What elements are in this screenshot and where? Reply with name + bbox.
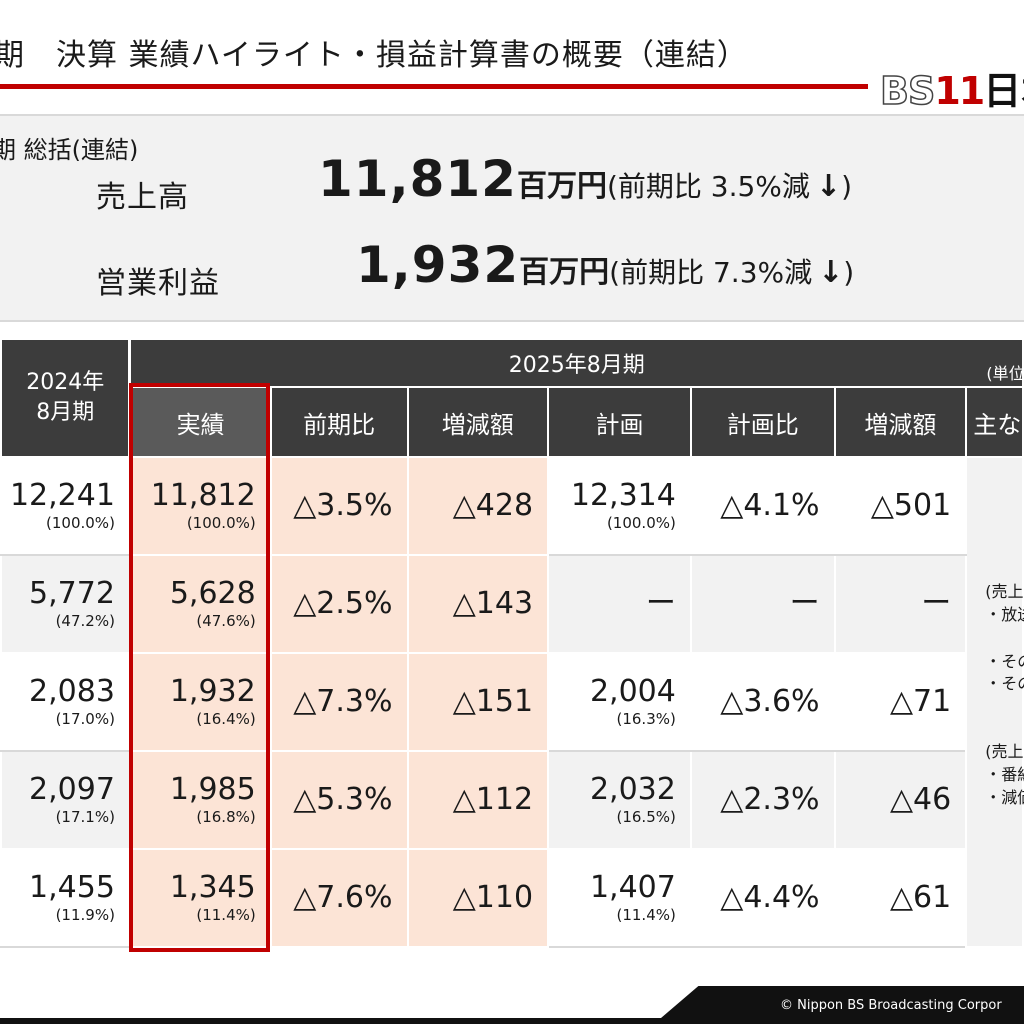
plan-diff-cell: ー bbox=[833, 554, 968, 654]
sales-figure: 11,812百万円(前期比 3.5%減 ↓) bbox=[318, 150, 852, 208]
prev-cell: 12,241 (100.0%) bbox=[0, 456, 131, 556]
bs11-logo: BS11日本 bbox=[879, 60, 1024, 114]
plan-cell: 12,314 (100.0%) bbox=[547, 456, 692, 556]
plan-diff-cell: △46 bbox=[833, 750, 968, 850]
summary-heading: 期 総括(連結) bbox=[0, 136, 139, 164]
operating-profit-value: 1,932 bbox=[356, 236, 520, 294]
table-row: 2,097 (17.1%) 1,985 (16.8%) △5.3% △112 2,0… bbox=[0, 750, 1023, 850]
logo-bs: BS bbox=[879, 68, 936, 114]
plan-ratio-cell: △3.6% bbox=[689, 652, 836, 752]
footer-shape bbox=[654, 986, 1024, 1024]
sales-close: ) bbox=[841, 170, 852, 203]
plan-cell: 2,032 (16.5%) bbox=[547, 750, 692, 850]
col-plan: 計画 bbox=[547, 386, 692, 458]
title-rule bbox=[0, 84, 868, 89]
yoy-cell: △3.5% bbox=[269, 456, 409, 556]
down-arrow-icon: ↓ bbox=[818, 255, 844, 290]
plan-ratio-cell: ー bbox=[689, 554, 836, 654]
col-notes: 主な bbox=[965, 386, 1024, 458]
plan-diff-cell: △71 bbox=[833, 652, 968, 752]
sales-unit: 百万円 bbox=[516, 169, 607, 204]
plan-diff-cell: △501 bbox=[833, 456, 968, 556]
note-line: ・番組 bbox=[985, 765, 1024, 784]
plan-ratio-cell: △2.3% bbox=[689, 750, 836, 850]
note-line: ・その bbox=[985, 652, 1024, 671]
actual-cell: 5,628 (47.6%) bbox=[128, 554, 272, 654]
summary-panel: 期 総括(連結) 売上高 11,812百万円(前期比 3.5%減 ↓) 営業利益 … bbox=[0, 114, 1024, 322]
yoy-cell: △5.3% bbox=[269, 750, 409, 850]
table-row: 2,083 (17.0%) 1,932 (16.4%) △7.3% △151 2,0… bbox=[0, 652, 1023, 752]
operating-profit-unit: 百万円 bbox=[519, 255, 610, 290]
logo-rest: 日本 bbox=[983, 69, 1024, 113]
operating-profit-comparison: (前期比 7.3%減 bbox=[609, 256, 813, 289]
prev-cell: 5,772 (47.2%) bbox=[0, 554, 131, 654]
actual-cell: 1,345 (11.4%) bbox=[128, 848, 272, 948]
diff-cell: △428 bbox=[406, 456, 550, 556]
prev-cell: 2,097 (17.1%) bbox=[0, 750, 131, 850]
yoy-cell: △7.6% bbox=[269, 848, 409, 948]
yoy-cell: △2.5% bbox=[269, 554, 409, 654]
note-line: ・放送 bbox=[985, 605, 1024, 624]
actual-cell: 11,812 (100.0%) bbox=[128, 456, 272, 556]
plan-cell: 1,407 (11.4%) bbox=[547, 848, 692, 948]
operating-profit-close: ) bbox=[843, 256, 855, 289]
prev-cell: 1,455 (11.9%) bbox=[0, 848, 131, 948]
prev-period-header: 2024年 8月期 bbox=[0, 338, 132, 458]
footer: © Nippon BS Broadcasting Corpor bbox=[0, 986, 1024, 1024]
diff-cell: △112 bbox=[406, 750, 550, 850]
table-row: 5,772 (47.2%) 5,628 (47.6%) △2.5% △143 ー ー… bbox=[0, 554, 1023, 654]
copyright-text: © Nippon BS Broadcasting Corpor bbox=[780, 998, 1002, 1013]
diff-cell: △151 bbox=[406, 652, 550, 752]
logo-11: 11 bbox=[934, 69, 985, 113]
col-plan-ratio: 計画比 bbox=[689, 386, 836, 458]
operating-profit-label: 営業利益 bbox=[96, 266, 220, 301]
page-title: 期 決算 業績ハイライト・損益計算書の概要（連結） bbox=[0, 38, 748, 73]
income-statement-table: 2024年 8月期 2025年8月期 (単位:百万 実績 前期比 増減額 計画 … bbox=[0, 338, 1024, 948]
actual-cell: 1,985 (16.8%) bbox=[128, 750, 272, 850]
note-line: ・その bbox=[985, 674, 1024, 693]
actual-cell: 1,932 (16.4%) bbox=[128, 652, 272, 752]
sales-label: 売上高 bbox=[96, 180, 189, 215]
current-period-header: 2025年8月期 (単位:百万 bbox=[128, 338, 1024, 388]
sales-comparison: (前期比 3.5%減 bbox=[606, 170, 810, 203]
table-row: 12,241 (100.0%) 11,812 (100.0%) △3.5% △428… bbox=[0, 456, 1024, 948]
plan-diff-cell: △61 bbox=[833, 848, 968, 948]
prev-cell: 2,083 (17.0%) bbox=[0, 652, 131, 752]
down-arrow-icon: ↓ bbox=[815, 169, 842, 204]
note-line: ・減価 bbox=[985, 788, 1024, 807]
col-plan-diff: 増減額 bbox=[833, 386, 968, 458]
col-diff: 増減額 bbox=[406, 386, 550, 458]
note-line: (売上 bbox=[985, 742, 1024, 761]
plan-cell: 2,004 (16.3%) bbox=[547, 652, 692, 752]
table-row: 1,455 (11.9%) 1,345 (11.4%) △7.6% △110 1,4… bbox=[0, 848, 1023, 948]
note-line: (売上 bbox=[985, 582, 1024, 601]
footer-band bbox=[0, 1018, 1024, 1024]
sales-value: 11,812 bbox=[318, 150, 517, 208]
plan-cell: ー bbox=[547, 554, 692, 654]
col-yoy: 前期比 bbox=[269, 386, 409, 458]
diff-cell: △110 bbox=[406, 848, 550, 948]
diff-cell: △143 bbox=[406, 554, 550, 654]
plan-ratio-cell: △4.1% bbox=[689, 456, 836, 556]
col-actual: 実績 bbox=[128, 386, 272, 458]
operating-profit-figure: 1,932百万円(前期比 7.3%減 ↓) bbox=[356, 236, 854, 294]
notes-cell: (売上 ・放送 ・その ・その (売上 ・番組 ・減価 bbox=[965, 456, 1024, 948]
unit-note: (単位:百万 bbox=[986, 364, 1024, 383]
yoy-cell: △7.3% bbox=[269, 652, 409, 752]
plan-ratio-cell: △4.4% bbox=[689, 848, 836, 948]
